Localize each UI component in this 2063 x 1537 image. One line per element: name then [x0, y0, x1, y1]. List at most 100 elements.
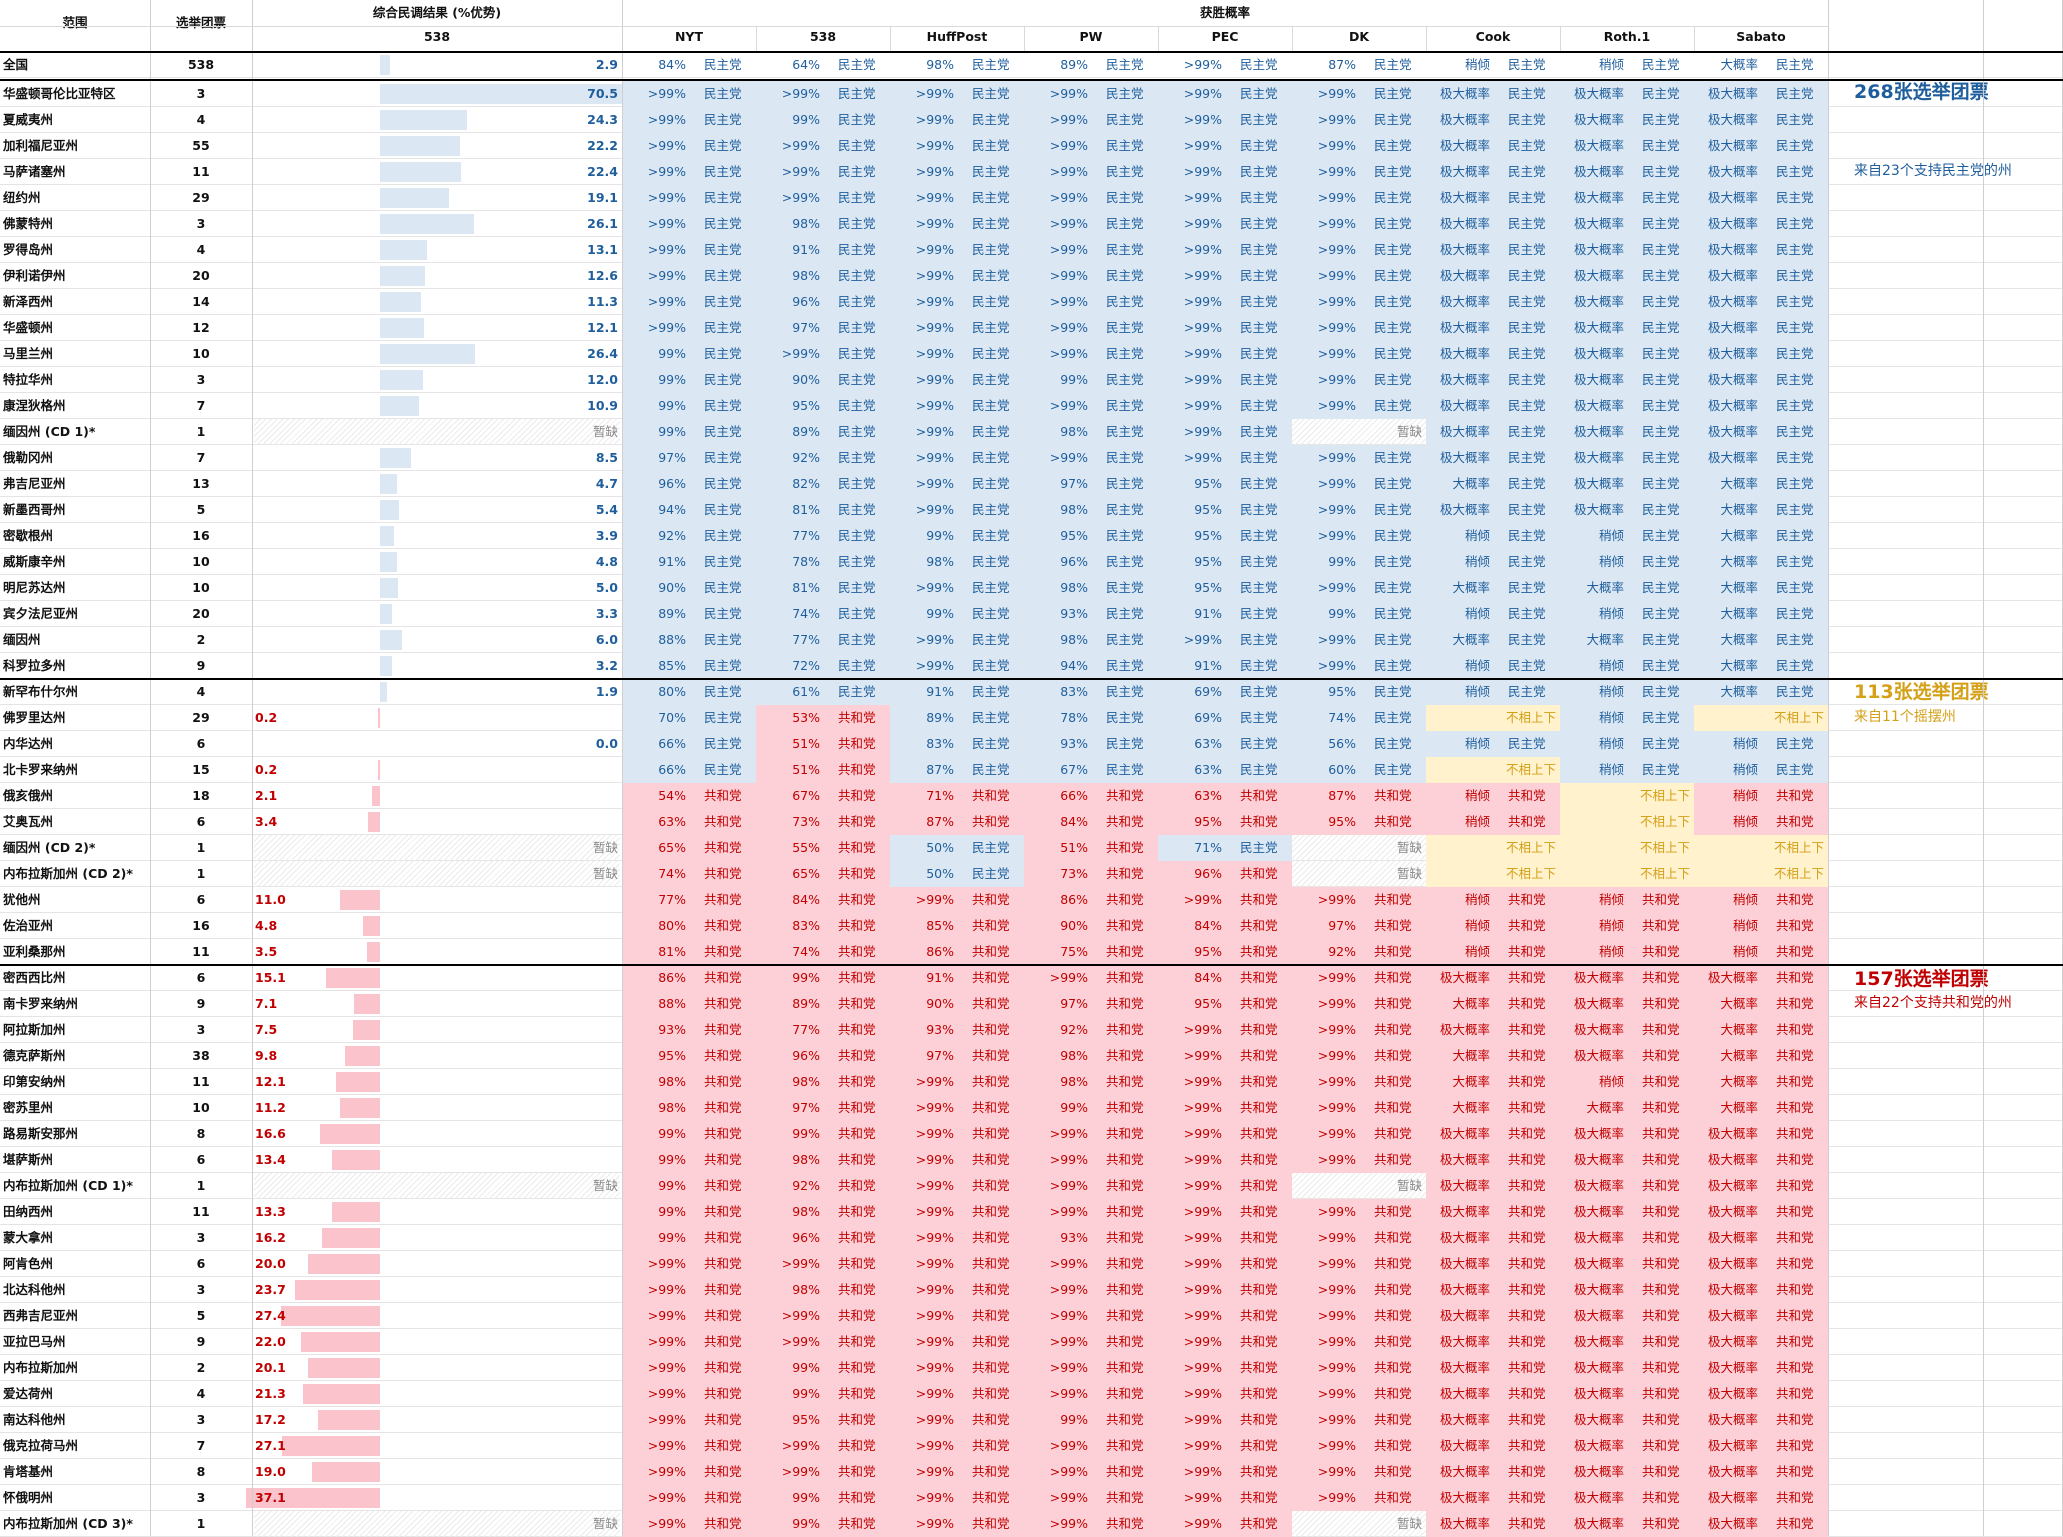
forecast-winner: 民主党: [1374, 632, 1412, 647]
forecast-winner: 民主党: [704, 606, 742, 621]
forecast-probability: 95%: [1194, 528, 1222, 543]
forecast-winner: 民主党: [972, 57, 1010, 72]
forecast-cell-bg: [756, 211, 890, 237]
forecast-winner: 共和党: [1240, 1412, 1278, 1427]
forecast-probability: 96%: [792, 294, 820, 309]
forecast-cell-bg: [1024, 393, 1158, 419]
forecast-probability: 93%: [1060, 736, 1088, 751]
forecast-probability: 69%: [1194, 710, 1222, 725]
forecast-cell-bg: [622, 419, 756, 445]
forecast-winner: 民主党: [1776, 86, 1814, 101]
forecast-winner: 共和党: [972, 1204, 1010, 1219]
forecast-probability: 63%: [1194, 788, 1222, 803]
forecast-winner: 民主党: [1642, 268, 1680, 283]
forecast-probability: 极大概率: [1439, 294, 1490, 309]
forecast-cell-bg: [1292, 133, 1426, 159]
state-name: 内布拉斯加州 (CD 3)*: [3, 1516, 133, 1531]
forecast-probability: 极大概率: [1573, 164, 1624, 179]
forecast-probability: >99%: [1049, 450, 1088, 465]
forecast-winner: 共和党: [1508, 1282, 1546, 1297]
poll-bar-dem: [380, 344, 476, 364]
forecast-probability: 极大概率: [1573, 1464, 1624, 1479]
forecast-cell-bg: [1024, 601, 1158, 627]
forecast-cell-bg: [1158, 211, 1292, 237]
forecast-cell-bg: [1560, 575, 1694, 601]
forecast-probability: 96%: [1060, 554, 1088, 569]
forecast-probability: 95%: [1194, 814, 1222, 829]
forecast-probability: >99%: [647, 164, 686, 179]
forecast-winner: 共和党: [1106, 1464, 1144, 1479]
forecast-probability: 稍倾: [1464, 944, 1490, 959]
forecast-winner: 共和党: [704, 1126, 742, 1141]
forecast-winner: 民主党: [704, 294, 742, 309]
electoral-votes: 7: [196, 450, 206, 465]
poll-value: 5.4: [595, 502, 618, 517]
state-name: 马萨诸塞州: [3, 164, 66, 179]
forecast-probability: 81%: [792, 502, 820, 517]
forecast-cell-bg: [1694, 523, 1828, 549]
electoral-votes: 20: [192, 606, 210, 621]
forecast-probability: 极大概率: [1573, 1334, 1624, 1349]
forecast-cell-bg: [1426, 341, 1560, 367]
forecast-probability: 90%: [792, 372, 820, 387]
poll-bar-dem: [380, 55, 391, 75]
forecast-probability: 91%: [1194, 658, 1222, 673]
forecast-cell-bg: [756, 159, 890, 185]
forecast-probability: 极大概率: [1707, 190, 1758, 205]
forecast-probability: >99%: [915, 892, 954, 907]
forecast-cell-bg: [890, 159, 1024, 185]
forecast-cell-bg: [1426, 211, 1560, 237]
forecast-winner: 共和党: [1106, 1438, 1144, 1453]
forecast-tossup: 不相上下: [1639, 814, 1690, 829]
forecast-winner: 共和党: [1106, 1152, 1144, 1167]
forecast-winner: 共和党: [838, 1256, 876, 1271]
poll-bar-dem: [380, 448, 411, 468]
state-name: 北达科他州: [3, 1282, 66, 1297]
forecast-probability: 91%: [926, 970, 954, 985]
forecast-probability: 稍倾: [1598, 762, 1624, 777]
forecast-probability: 98%: [792, 1282, 820, 1297]
forecast-winner: 共和党: [1508, 1360, 1546, 1375]
forecast-cell-bg: [1292, 263, 1426, 289]
forecast-winner: 共和党: [704, 1438, 742, 1453]
forecast-probability: 98%: [1060, 424, 1088, 439]
forecast-winner: 共和党: [1106, 1334, 1144, 1349]
column-divider: [252, 0, 253, 1536]
forecast-cell-bg: [890, 627, 1024, 653]
forecast-cell-bg: [890, 549, 1024, 575]
forecast-cell-bg: [1024, 653, 1158, 679]
forecast-probability: >99%: [1183, 1074, 1222, 1089]
forecast-winner: 民主党: [1374, 320, 1412, 335]
forecast-probability: >99%: [1183, 1100, 1222, 1115]
forecast-probability: 96%: [792, 1048, 820, 1063]
forecast-winner: 共和党: [1240, 944, 1278, 959]
forecast-probability: 大概率: [1452, 476, 1490, 491]
forecast-probability: 98%: [792, 268, 820, 283]
forecast-winner: 共和党: [838, 996, 876, 1011]
forecast-probability: 极大概率: [1439, 1516, 1490, 1531]
electoral-votes: 5: [196, 502, 206, 517]
forecast-probability: 53%: [792, 710, 820, 725]
forecast-probability: >99%: [1317, 346, 1356, 361]
forecast-winner: 民主党: [704, 372, 742, 387]
electoral-votes: 3: [196, 1490, 206, 1505]
forecast-cell-bg: [756, 263, 890, 289]
electoral-votes: 9: [196, 1334, 206, 1349]
forecast-probability: 93%: [926, 1022, 954, 1037]
forecast-winner: 民主党: [1106, 762, 1144, 777]
forecast-cell-bg: [622, 497, 756, 523]
forecast-winner: 共和党: [1508, 1490, 1546, 1505]
forecast-cell-bg: [1694, 445, 1828, 471]
state-name: 科罗拉多州: [3, 658, 66, 673]
forecast-winner: 共和党: [1642, 1464, 1680, 1479]
forecast-probability: 92%: [1328, 944, 1356, 959]
forecast-probability: >99%: [915, 1256, 954, 1271]
forecast-probability: 97%: [792, 1100, 820, 1115]
forecast-winner: 民主党: [838, 606, 876, 621]
forecast-winner: 共和党: [972, 1126, 1010, 1141]
forecast-probability: >99%: [647, 216, 686, 231]
forecast-probability: >99%: [781, 1334, 820, 1349]
forecast-probability: >99%: [1049, 1204, 1088, 1219]
state-name: 密苏里州: [3, 1100, 54, 1115]
forecast-probability: >99%: [781, 1464, 820, 1479]
